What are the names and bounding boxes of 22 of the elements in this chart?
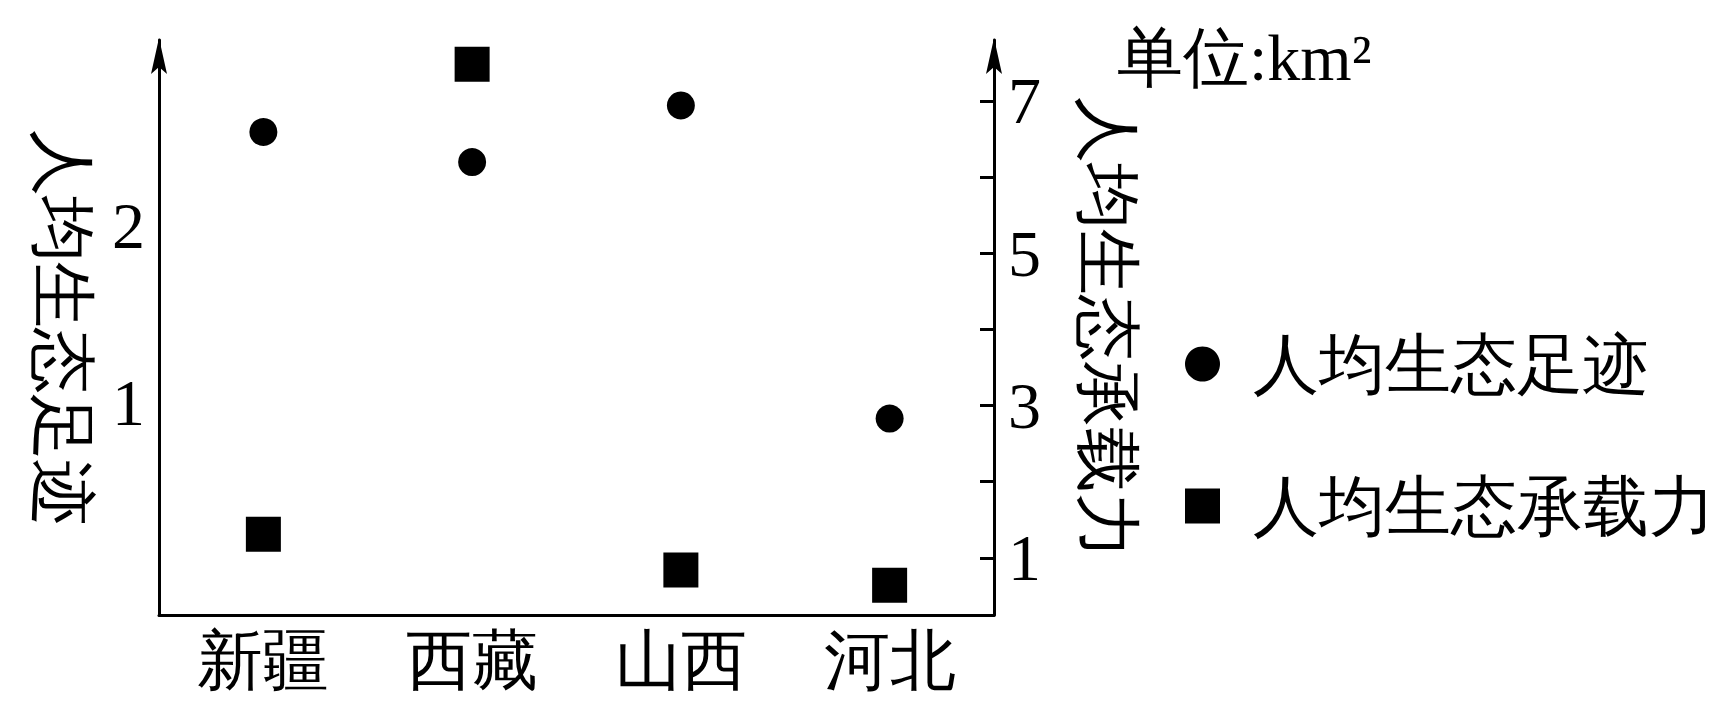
point bbox=[454, 46, 490, 82]
y-axis-title: 人均生态足迹 bbox=[25, 129, 99, 526]
point bbox=[872, 567, 908, 603]
point bbox=[458, 148, 487, 177]
y2-axis-title: 人均生态承载力 bbox=[1070, 96, 1144, 559]
y2-tick-label: 1 bbox=[1008, 521, 1041, 595]
y2-tick-label: 7 bbox=[1008, 64, 1041, 138]
y2-tick-label: 3 bbox=[1008, 369, 1041, 443]
x-tick-label: 河北 bbox=[823, 623, 956, 697]
x-tick-label: 新疆 bbox=[197, 623, 330, 697]
point bbox=[663, 552, 699, 588]
text: 单位:km² bbox=[1117, 20, 1372, 94]
x-tick-label: 西藏 bbox=[406, 623, 539, 697]
x-tick-label: 山西 bbox=[614, 623, 747, 697]
y2-tick-label: 5 bbox=[1008, 216, 1041, 290]
point bbox=[666, 91, 695, 120]
point bbox=[875, 404, 904, 433]
y-tick-label: 2 bbox=[112, 189, 145, 263]
legend-label: 人均生态足迹 bbox=[1253, 327, 1649, 401]
point bbox=[249, 118, 278, 146]
legend-label: 人均生态承载力 bbox=[1253, 469, 1715, 543]
point bbox=[245, 516, 281, 552]
